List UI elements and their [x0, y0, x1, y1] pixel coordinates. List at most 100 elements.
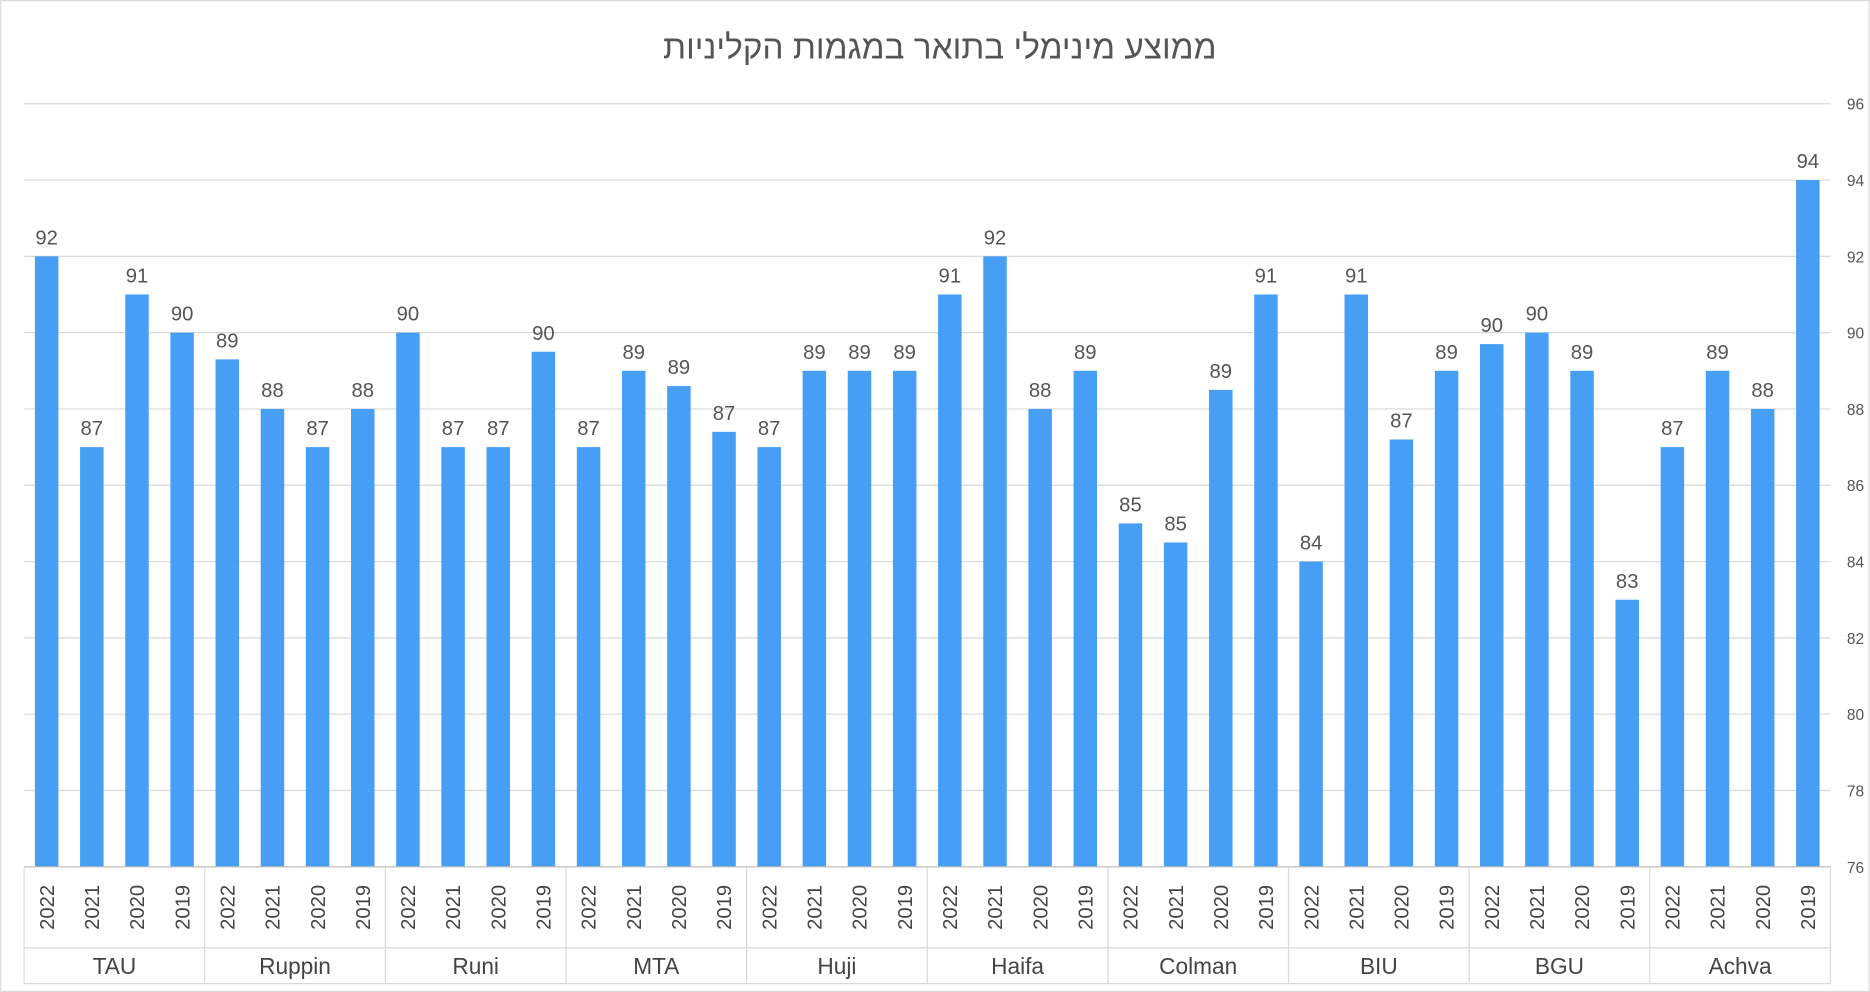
y-tick-label: 78 [1847, 783, 1864, 800]
x-group-label: Ruppin [259, 953, 331, 979]
data-label: 87 [713, 403, 736, 425]
x-tick-year: 2020 [308, 885, 330, 930]
x-tick-year: 2022 [398, 885, 420, 930]
bar [34, 256, 59, 867]
x-tick-year: 2020 [1572, 885, 1594, 930]
x-tick-year: 2022 [1663, 885, 1685, 930]
data-label: 89 [1571, 342, 1594, 364]
x-tick-year: 2021 [1708, 885, 1730, 930]
data-label: 89 [848, 342, 871, 364]
x-tick-year: 2021 [985, 885, 1007, 930]
data-label: 87 [1390, 411, 1413, 433]
data-label: 92 [35, 227, 58, 249]
bar [305, 447, 330, 867]
bar [1479, 344, 1504, 867]
x-tick-year: 2019 [1437, 885, 1459, 930]
chart-title: ממוצע מינימלי בתואר במגמות הקליניות [663, 29, 1217, 66]
bar [892, 370, 917, 867]
bar [1118, 523, 1143, 867]
x-tick-year: 2021 [1527, 885, 1549, 930]
bar [757, 447, 781, 867]
data-label: 90 [532, 323, 555, 345]
x-tick-year: 2019 [1256, 885, 1278, 930]
x-tick-year: 2019 [1075, 885, 1097, 930]
data-label: 91 [1345, 266, 1368, 288]
bar [1344, 294, 1368, 867]
x-group-label: Haifa [991, 953, 1044, 979]
bar [125, 294, 149, 867]
data-label: 89 [893, 342, 916, 364]
x-tick-year: 2020 [1753, 885, 1775, 930]
x-tick-year: 2022 [37, 885, 59, 930]
x-tick-year: 2021 [263, 885, 285, 930]
bar [80, 447, 104, 867]
x-tick-year: 2022 [1301, 885, 1323, 930]
data-label: 89 [622, 342, 645, 364]
bar [260, 408, 285, 867]
x-tick-year: 2021 [82, 885, 104, 930]
bar [667, 386, 691, 867]
y-tick-label: 96 [1847, 97, 1864, 114]
data-label: 87 [81, 418, 104, 440]
bar [1434, 370, 1459, 867]
x-tick-year: 2019 [534, 885, 556, 930]
bar [983, 256, 1007, 867]
y-tick-label: 86 [1847, 478, 1864, 495]
data-label: 87 [306, 418, 329, 440]
x-tick-year: 2019 [1798, 885, 1820, 930]
bar [847, 370, 872, 867]
data-label: 91 [1255, 266, 1278, 288]
data-label: 89 [1706, 342, 1729, 364]
y-tick-label: 88 [1847, 402, 1864, 419]
bar [1750, 408, 1775, 867]
bar [1570, 370, 1594, 867]
x-group-label: Achva [1709, 953, 1772, 979]
data-label: 85 [1119, 494, 1142, 516]
y-tick-label: 92 [1847, 249, 1864, 266]
data-label: 88 [1751, 380, 1774, 402]
x-tick-year: 2021 [1346, 885, 1368, 930]
bar [1073, 370, 1098, 867]
x-group-label: Runi [452, 953, 499, 979]
bar [1209, 389, 1233, 867]
data-label: 88 [261, 380, 284, 402]
x-tick-year: 2020 [1030, 885, 1052, 930]
x-tick-year: 2020 [1392, 885, 1414, 930]
x-tick-year: 2022 [940, 885, 962, 930]
bar [531, 351, 556, 867]
data-label: 91 [939, 266, 962, 288]
x-group-label: TAU [93, 953, 137, 979]
data-label: 83 [1616, 571, 1639, 593]
bar [1163, 542, 1188, 867]
bar [621, 370, 646, 867]
x-tick-year: 2022 [1121, 885, 1143, 930]
data-label: 94 [1797, 151, 1820, 173]
bar [576, 447, 601, 867]
x-tick-year: 2021 [805, 885, 827, 930]
x-group-label: MTA [633, 953, 680, 979]
bar [938, 294, 962, 867]
bar [1525, 332, 1549, 867]
data-label: 87 [758, 418, 781, 440]
x-group-label: BGU [1535, 953, 1584, 979]
bar [1705, 370, 1730, 867]
x-tick-year: 2019 [895, 885, 917, 930]
x-group-label: BIU [1360, 953, 1398, 979]
data-label: 91 [126, 266, 149, 288]
y-tick-label: 94 [1847, 173, 1865, 190]
x-tick-year: 2019 [353, 885, 375, 930]
x-tick-year: 2019 [1617, 885, 1639, 930]
data-label: 90 [1526, 304, 1549, 326]
bar [1615, 599, 1639, 867]
y-tick-label: 84 [1847, 555, 1865, 572]
data-label: 84 [1300, 533, 1323, 555]
bar [441, 447, 465, 867]
data-label: 90 [1480, 315, 1503, 337]
data-label: 90 [397, 304, 420, 326]
x-group-label: Colman [1159, 953, 1237, 979]
bar [351, 408, 375, 867]
x-tick-year: 2022 [759, 885, 781, 930]
x-tick-year: 2020 [127, 885, 149, 930]
bar [1796, 180, 1820, 867]
